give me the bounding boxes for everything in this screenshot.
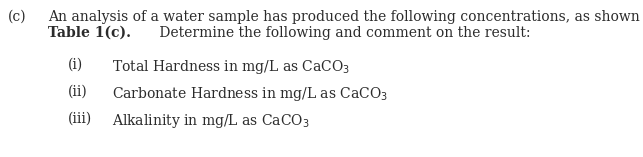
Text: (i): (i) [68, 58, 83, 72]
Text: (c): (c) [8, 10, 26, 24]
Text: Carbonate Hardness in mg/L as CaCO$_3$: Carbonate Hardness in mg/L as CaCO$_3$ [112, 85, 388, 103]
Text: An analysis of a water sample has produced the following concentrations, as show: An analysis of a water sample has produc… [48, 10, 643, 24]
Text: (iii): (iii) [68, 112, 92, 126]
Text: Total Hardness in mg/L as CaCO$_3$: Total Hardness in mg/L as CaCO$_3$ [112, 58, 350, 76]
Text: Determine the following and comment on the result:: Determine the following and comment on t… [155, 26, 530, 40]
Text: Alkalinity in mg/L as CaCO$_3$: Alkalinity in mg/L as CaCO$_3$ [112, 112, 310, 130]
Text: Table 1(c).: Table 1(c). [48, 26, 131, 40]
Text: (ii): (ii) [68, 85, 87, 99]
